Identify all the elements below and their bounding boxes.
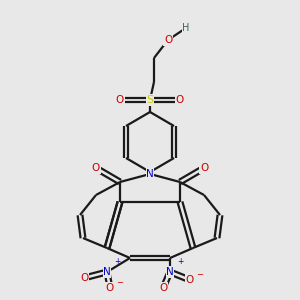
Text: +: + (115, 257, 121, 266)
Text: O: O (80, 273, 88, 283)
Text: S: S (146, 95, 154, 105)
Text: N: N (166, 267, 174, 277)
Text: −: − (117, 279, 124, 288)
Text: O: O (176, 95, 184, 105)
Text: −: − (196, 271, 204, 280)
Text: N: N (103, 267, 111, 277)
Text: O: O (92, 163, 100, 173)
Text: O: O (106, 283, 114, 293)
Text: O: O (200, 163, 208, 173)
Text: N: N (146, 169, 154, 179)
Text: H: H (182, 23, 190, 33)
Text: O: O (116, 95, 124, 105)
Text: +: + (178, 257, 184, 266)
Text: O: O (159, 283, 167, 293)
Text: O: O (164, 35, 172, 45)
Text: O: O (186, 275, 194, 285)
